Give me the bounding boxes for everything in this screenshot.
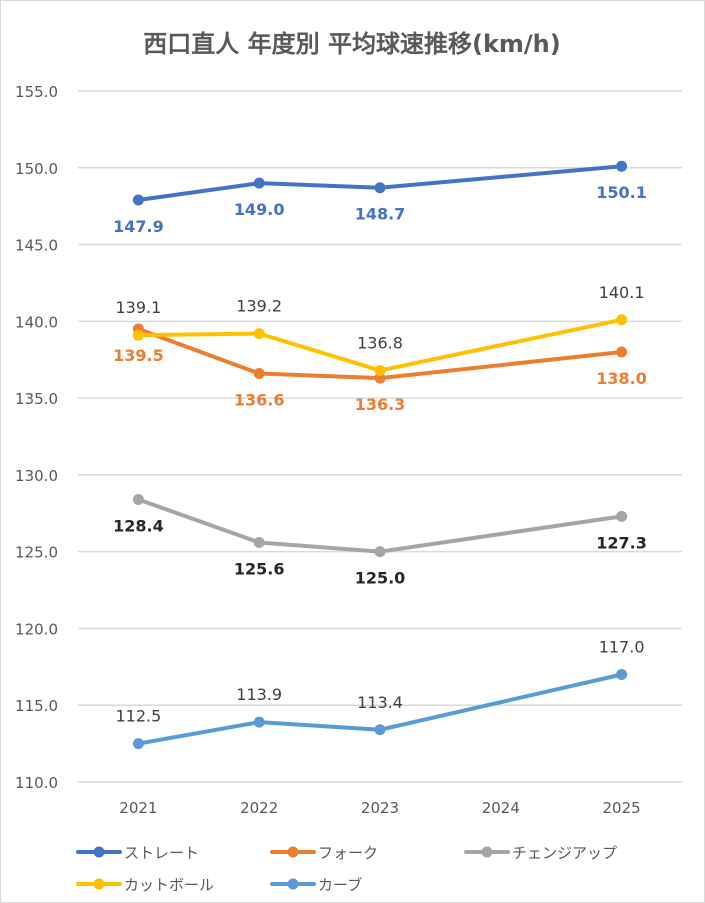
x-tick-label: 2024 bbox=[482, 799, 520, 817]
data-label: 117.0 bbox=[599, 638, 645, 657]
legend-marker bbox=[94, 847, 105, 858]
y-tick-label: 140.0 bbox=[15, 313, 58, 331]
data-point bbox=[616, 669, 627, 680]
y-tick-label: 110.0 bbox=[15, 774, 58, 792]
y-tick-label: 115.0 bbox=[15, 697, 58, 715]
legend-item[interactable]: チェンジアップ bbox=[466, 844, 617, 862]
data-point bbox=[133, 738, 144, 749]
data-point bbox=[254, 717, 265, 728]
data-label: 140.1 bbox=[599, 283, 645, 302]
data-label: 125.6 bbox=[234, 559, 285, 578]
data-label: 138.0 bbox=[596, 369, 647, 388]
y-tick-label: 155.0 bbox=[15, 83, 58, 101]
y-tick-label: 130.0 bbox=[15, 467, 58, 485]
data-label: 139.5 bbox=[113, 346, 164, 365]
legend-marker bbox=[288, 879, 299, 890]
data-label: 139.2 bbox=[236, 297, 282, 316]
data-point bbox=[254, 368, 265, 379]
data-label: 136.8 bbox=[357, 333, 403, 352]
data-point bbox=[375, 546, 386, 557]
y-tick-label: 135.0 bbox=[15, 390, 58, 408]
series-2 bbox=[133, 494, 627, 557]
data-point bbox=[254, 537, 265, 548]
data-point bbox=[616, 314, 627, 325]
legend-label: チェンジアップ bbox=[512, 844, 617, 862]
x-axis: 2021 2022 2023 2024 2025 bbox=[119, 799, 640, 817]
y-tick-label: 120.0 bbox=[15, 620, 58, 638]
legend-item[interactable]: カーブ bbox=[272, 876, 362, 894]
data-point bbox=[375, 724, 386, 735]
legend-item[interactable]: ストレート bbox=[78, 844, 199, 862]
legend-label: カーブ bbox=[318, 876, 362, 894]
data-point bbox=[133, 494, 144, 505]
data-point bbox=[133, 330, 144, 341]
x-tick-label: 2025 bbox=[603, 799, 641, 817]
data-label: 128.4 bbox=[113, 516, 164, 535]
legend-label: ストレート bbox=[124, 844, 199, 862]
data-point bbox=[133, 195, 144, 206]
data-label: 139.1 bbox=[115, 298, 161, 317]
data-label: 149.0 bbox=[234, 200, 285, 219]
legend-label: カットボール bbox=[124, 876, 214, 894]
series-line bbox=[138, 499, 621, 551]
data-label: 113.9 bbox=[236, 685, 282, 704]
data-point bbox=[375, 182, 386, 193]
data-point bbox=[616, 347, 627, 358]
legend-marker bbox=[482, 847, 493, 858]
data-label: 136.6 bbox=[234, 391, 285, 410]
legend-item[interactable]: フォーク bbox=[272, 844, 378, 862]
data-label: 147.9 bbox=[113, 217, 164, 236]
data-label: 125.0 bbox=[355, 569, 406, 588]
y-tick-label: 125.0 bbox=[15, 544, 58, 562]
data-point bbox=[616, 161, 627, 172]
data-point bbox=[375, 365, 386, 376]
data-point bbox=[254, 178, 265, 189]
data-point bbox=[616, 511, 627, 522]
x-tick-label: 2023 bbox=[361, 799, 399, 817]
data-label: 113.4 bbox=[357, 693, 403, 712]
chart-title: 西口直人 年度別 平均球速推移(km/h) bbox=[143, 30, 560, 58]
data-label: 150.1 bbox=[596, 183, 647, 202]
y-tick-label: 150.0 bbox=[15, 160, 58, 178]
data-label: 112.5 bbox=[115, 707, 161, 726]
data-label: 127.3 bbox=[596, 533, 647, 552]
x-tick-label: 2021 bbox=[119, 799, 157, 817]
legend-label: フォーク bbox=[318, 844, 378, 862]
data-label: 148.7 bbox=[355, 205, 406, 224]
x-tick-label: 2022 bbox=[240, 799, 278, 817]
series-lines bbox=[133, 161, 627, 749]
data-point bbox=[254, 328, 265, 339]
y-tick-label: 145.0 bbox=[15, 237, 58, 255]
y-axis: 155.0 150.0 145.0 140.0 135.0 130.0 125.0 120.0… bbox=[15, 83, 58, 792]
legend-marker bbox=[94, 879, 105, 890]
legend-marker bbox=[288, 847, 299, 858]
data-labels: 147.9 149.0 148.7 150.1 139.5 136.6 136.3 138.0… bbox=[113, 183, 647, 725]
legend-item[interactable]: カットボール bbox=[78, 876, 214, 894]
data-label: 136.3 bbox=[355, 395, 406, 414]
